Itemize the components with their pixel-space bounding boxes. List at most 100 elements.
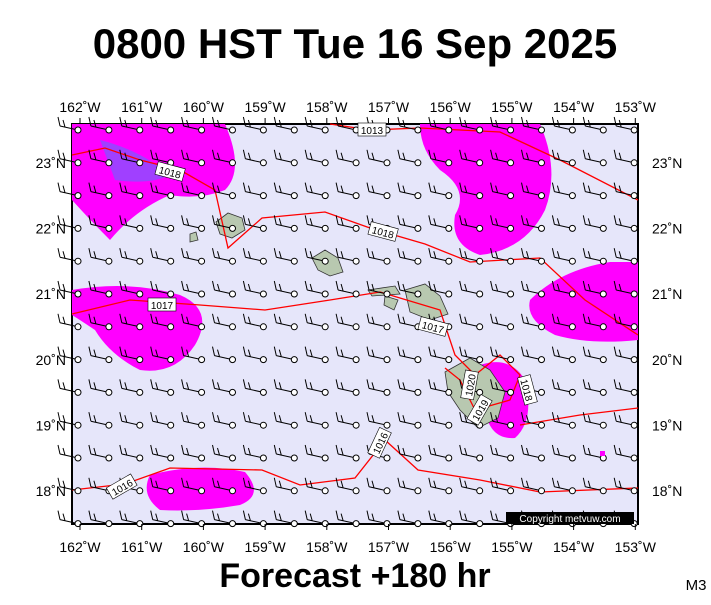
station	[445, 192, 453, 200]
station	[538, 356, 545, 364]
station	[321, 520, 329, 528]
station	[507, 257, 515, 265]
station	[259, 192, 267, 200]
station	[290, 323, 298, 331]
isobar-label-box	[357, 122, 387, 137]
station	[290, 159, 298, 167]
station	[599, 487, 607, 495]
lon-label: 153˚W	[615, 539, 657, 555]
lon-label: 159˚W	[244, 539, 286, 555]
station	[476, 290, 484, 298]
station	[383, 454, 391, 462]
station	[105, 192, 113, 200]
station	[538, 388, 545, 396]
station	[321, 159, 329, 167]
station	[476, 356, 484, 364]
lat-label: 21˚N	[36, 286, 66, 302]
station	[568, 323, 576, 331]
isobar-label-box	[367, 426, 392, 459]
lon-label: 158˚W	[306, 539, 348, 555]
station	[383, 487, 391, 495]
lon-label: 155˚W	[491, 539, 533, 555]
station	[352, 192, 360, 200]
station	[321, 454, 329, 462]
station	[507, 421, 515, 429]
lon-label: 161˚W	[121, 99, 163, 115]
station	[167, 257, 175, 265]
station	[229, 257, 236, 265]
station	[321, 421, 329, 429]
station	[105, 388, 113, 396]
station	[568, 224, 576, 232]
station	[229, 356, 236, 364]
station	[259, 224, 267, 232]
station	[599, 290, 607, 298]
station	[599, 421, 607, 429]
station	[321, 192, 329, 200]
lon-label: 155˚W	[491, 99, 533, 115]
station	[445, 454, 453, 462]
isobar-label-box	[367, 221, 399, 242]
station	[630, 421, 638, 429]
station	[538, 290, 545, 298]
station	[259, 487, 267, 495]
lon-label: 157˚W	[368, 539, 410, 555]
station	[198, 454, 206, 462]
station	[538, 323, 545, 331]
station	[476, 388, 484, 396]
station	[445, 421, 453, 429]
station	[198, 192, 206, 200]
station	[630, 257, 638, 265]
isobar-label-box	[466, 393, 493, 426]
station	[105, 520, 113, 528]
station	[414, 487, 422, 495]
station	[352, 290, 360, 298]
station	[414, 454, 422, 462]
station	[74, 290, 82, 298]
lat-label: 19˚N	[36, 417, 66, 433]
station	[599, 257, 607, 265]
station	[352, 454, 360, 462]
station	[599, 388, 607, 396]
station	[599, 356, 607, 364]
station	[136, 388, 144, 396]
model-code: M3	[686, 577, 707, 594]
station	[445, 257, 453, 265]
station	[74, 257, 82, 265]
station	[321, 388, 329, 396]
station	[383, 388, 391, 396]
station	[290, 224, 298, 232]
station	[507, 224, 515, 232]
station	[105, 126, 113, 134]
marker	[600, 451, 605, 456]
station	[445, 356, 453, 364]
station	[229, 192, 236, 200]
station	[229, 487, 236, 495]
station	[352, 388, 360, 396]
station	[352, 520, 360, 528]
station	[167, 388, 175, 396]
station	[538, 192, 545, 200]
station	[167, 356, 175, 364]
station	[445, 159, 453, 167]
station	[167, 192, 175, 200]
station	[538, 454, 545, 462]
station	[74, 454, 82, 462]
station	[136, 421, 144, 429]
station	[445, 520, 453, 528]
station	[198, 224, 206, 232]
station	[476, 487, 484, 495]
station	[198, 323, 206, 331]
station	[414, 192, 422, 200]
station	[290, 388, 298, 396]
station	[383, 257, 391, 265]
station	[352, 323, 360, 331]
station	[630, 388, 638, 396]
station	[538, 159, 545, 167]
station	[383, 290, 391, 298]
station	[414, 356, 422, 364]
station	[352, 356, 360, 364]
station	[290, 192, 298, 200]
isobar-value: 1017	[151, 301, 174, 312]
